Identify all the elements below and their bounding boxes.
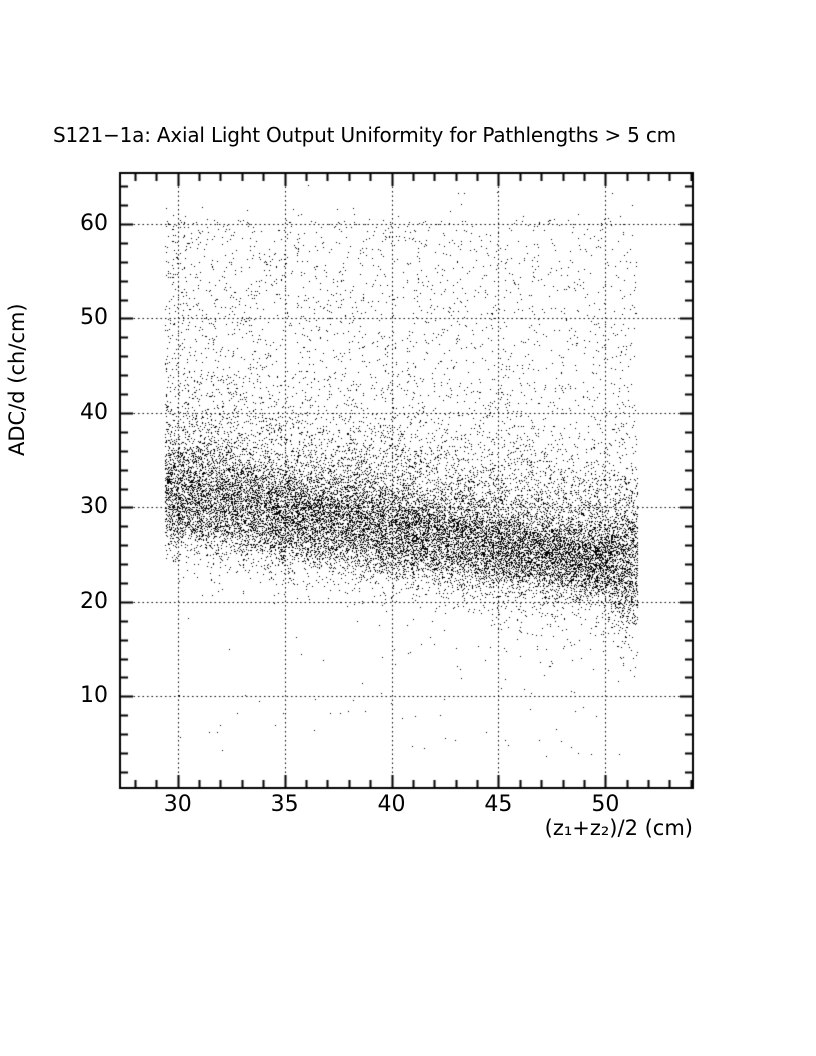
y-tick-label: 60 xyxy=(80,211,108,236)
x-tick-label: 40 xyxy=(377,792,406,817)
chart-title: S121−1a: Axial Light Output Uniformity f… xyxy=(53,123,676,147)
y-tick-label: 50 xyxy=(80,305,108,331)
x-tick-label: 50 xyxy=(591,792,620,817)
x-tick-label: 45 xyxy=(484,792,513,817)
y-tick-label: 10 xyxy=(80,683,108,709)
y-axis-label: ADC/d (ch/cm) xyxy=(5,303,29,456)
y-tick-label: 40 xyxy=(80,399,108,425)
y-tick-label: 30 xyxy=(80,494,108,520)
x-tick-label: 35 xyxy=(270,792,299,817)
x-tick-label: 30 xyxy=(163,792,192,817)
y-tick-label: 20 xyxy=(80,588,108,614)
x-axis-label: (z₁+z₂)/2 (cm) xyxy=(544,816,693,840)
